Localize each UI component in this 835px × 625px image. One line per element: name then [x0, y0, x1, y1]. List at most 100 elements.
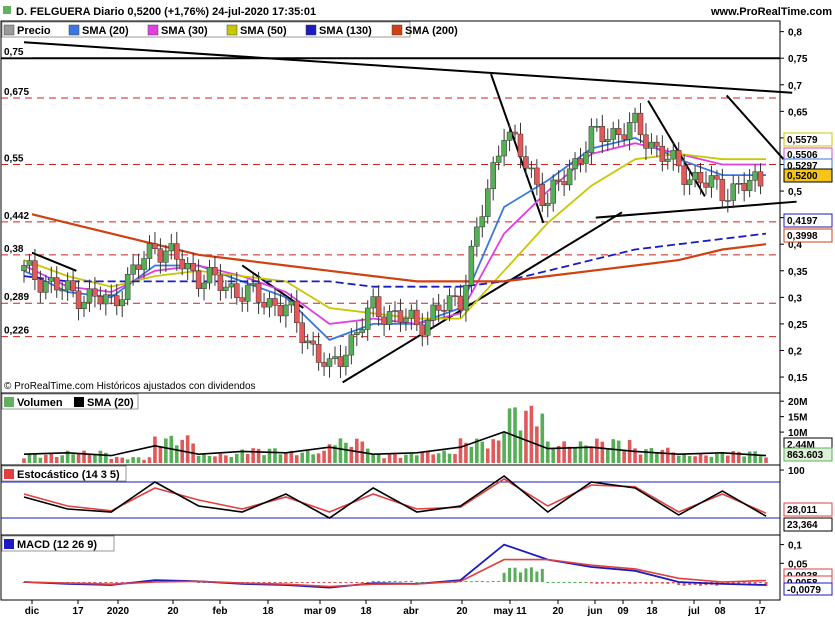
y-tick-label: 0,05 — [788, 559, 808, 570]
candle-body — [550, 179, 556, 204]
macd-histogram-bar — [557, 582, 561, 583]
macd-histogram-bar — [257, 582, 261, 583]
volume-bar — [540, 413, 545, 463]
macd-histogram-bar — [568, 582, 572, 583]
macd-histogram-bar — [644, 582, 648, 584]
candle-body — [730, 183, 737, 201]
candle-body — [599, 126, 606, 142]
candle-body — [697, 172, 704, 184]
macd-histogram-bar — [153, 580, 157, 582]
candle-body — [735, 183, 742, 185]
candle-body — [315, 343, 322, 363]
macd-histogram-bar — [579, 582, 582, 583]
candle-body — [463, 284, 469, 311]
candle-body — [375, 296, 382, 318]
panels-frame — [0, 20, 781, 601]
macd-histogram-bar — [731, 582, 735, 584]
macd-histogram-bar — [251, 582, 255, 583]
volume-bar — [742, 456, 746, 463]
volume-bar — [294, 455, 299, 463]
macd-histogram-bar — [278, 582, 282, 583]
macd-histogram-bar — [109, 582, 113, 583]
level-label: 0,38 — [4, 244, 24, 255]
volume-bar — [22, 458, 26, 463]
candle-body — [37, 279, 44, 293]
macd-histogram-bar — [720, 582, 724, 584]
value-box-label: 0,4197 — [787, 216, 818, 227]
candle-body — [146, 243, 153, 259]
volume-bar — [622, 450, 626, 463]
volume-bar — [136, 457, 141, 463]
level-label: 0,442 — [4, 211, 29, 222]
macd-histogram-bar — [649, 582, 653, 584]
candle-body — [468, 245, 475, 286]
y-tick-label: 0,5 — [788, 187, 802, 198]
legend-label: MACD (12 26 9) — [17, 539, 97, 551]
volume-bar — [758, 456, 763, 463]
volume-bar — [513, 407, 517, 463]
volume-bar — [245, 454, 250, 463]
macd-histogram-bar — [595, 582, 599, 584]
volume-bar — [502, 432, 506, 463]
volume-bar — [409, 453, 414, 463]
volume-bar — [638, 454, 643, 463]
volume-bar — [125, 459, 130, 463]
volume-bar — [147, 457, 152, 463]
ma-line — [23, 232, 767, 288]
volume-bar — [491, 439, 496, 463]
candle-body — [452, 295, 458, 297]
volume-bar — [687, 456, 692, 463]
macd-histogram-bar — [82, 582, 86, 583]
candle-body — [370, 296, 376, 309]
level-label: 0,226 — [4, 326, 29, 337]
candle-body — [277, 305, 284, 317]
stoch-k-line — [23, 474, 767, 519]
volume-bar — [447, 453, 452, 463]
legend-label: SMA (200) — [405, 25, 458, 37]
candle-body — [512, 131, 518, 135]
volume-bar — [33, 454, 37, 463]
macd-histogram-bar — [671, 582, 675, 584]
volume-bar — [278, 454, 283, 463]
macd-histogram-bar — [77, 582, 81, 583]
candle-body — [184, 263, 191, 270]
macd-histogram-bar — [753, 582, 757, 584]
candle-body — [81, 301, 87, 309]
trendline — [342, 211, 623, 384]
candle-body — [430, 304, 436, 321]
volume-panel: Volumen SMA (20) — [1, 393, 768, 463]
macd-histogram-bar — [349, 582, 353, 583]
macd-legend: MACD (12 26 9) — [1, 535, 115, 552]
macd-histogram-bar — [393, 580, 397, 582]
macd-histogram-bar — [338, 582, 342, 584]
volume-bar — [256, 448, 261, 463]
macd-histogram-bar — [366, 582, 370, 583]
candle-body — [659, 145, 666, 162]
volume-bar — [104, 452, 108, 463]
candle-body — [228, 283, 235, 288]
y-tick-label: 0,3 — [788, 293, 802, 304]
value-box — [783, 132, 833, 147]
candle-body — [59, 289, 65, 292]
volume-bar — [584, 445, 588, 463]
volume-bar — [578, 441, 583, 463]
y-tick-label: 10M — [788, 428, 807, 439]
candle-body — [261, 302, 267, 308]
legend-swatch — [4, 469, 14, 479]
stoch-d-line — [23, 478, 767, 514]
volume-bar — [218, 453, 223, 463]
candle-body — [561, 181, 567, 186]
trendline — [23, 248, 77, 272]
candle-body — [386, 311, 393, 325]
level-labels: 0,75 0,675 0,55 0,442 0,38 0,289 0,226 — [2, 45, 32, 337]
site-label[interactable]: www.ProRealTime.com — [710, 6, 832, 18]
macd-histogram-bar — [197, 582, 201, 583]
legend-bg — [1, 393, 139, 410]
volume-bar — [682, 453, 686, 463]
candle-body — [741, 183, 747, 191]
candle-body — [294, 300, 300, 324]
volume-bar — [764, 457, 768, 463]
volume-bar — [316, 453, 321, 463]
candle-body — [626, 122, 633, 140]
candle-body — [195, 270, 202, 289]
